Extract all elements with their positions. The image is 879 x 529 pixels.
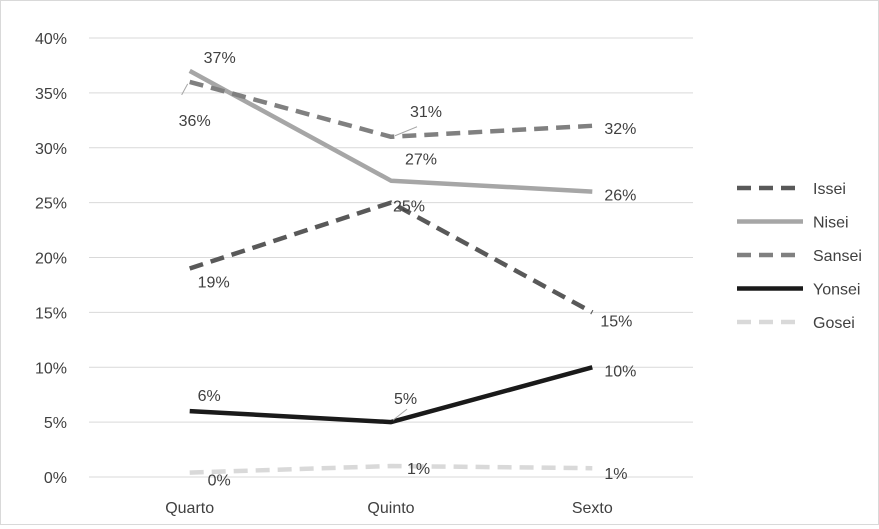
data-point-nisei [592, 191, 593, 192]
data-label-yonsei: 5% [394, 391, 417, 408]
data-label-sansei: 31% [410, 104, 442, 121]
data-point-issei [391, 202, 392, 203]
y-axis: 0% 5% 10% 15% 20% 25% 30% 35% 40% [35, 31, 67, 487]
series-line-issei [188, 200, 594, 315]
data-label-sansei: 32% [604, 121, 636, 138]
data-point-nisei [189, 70, 190, 71]
legend-item-gosei: Gosei [737, 315, 855, 332]
legend-item-issei: Issei [737, 181, 846, 198]
data-label-gosei: 1% [407, 461, 430, 478]
leader-line [394, 126, 418, 137]
y-tick-label: 40% [35, 31, 67, 48]
x-axis: Quarto Quinto Sexto [165, 500, 613, 517]
data-label-yonsei: 6% [198, 388, 221, 405]
data-label-nisei: 26% [604, 188, 636, 205]
leader-line [392, 408, 408, 421]
data-point-yonsei [592, 367, 593, 368]
data-label-sansei: 36% [179, 113, 211, 130]
legend-label-sansei: Sansei [813, 248, 862, 265]
data-labels: 19% 25% 15% 37% 27% 26% 36% 31% 32% 6% 5% 10% 0% 1% 1% [179, 50, 637, 490]
y-tick-label: 20% [35, 251, 67, 268]
legend-label-yonsei: Yonsei [813, 282, 860, 299]
data-label-issei: 25% [393, 199, 425, 216]
y-tick-label: 30% [35, 141, 67, 158]
y-tick-label: 35% [35, 86, 67, 103]
data-label-nisei: 37% [204, 50, 236, 67]
legend-item-yonsei: Yonsei [737, 282, 860, 299]
data-label-issei: 15% [600, 313, 632, 330]
series-line-gosei [189, 463, 593, 475]
series-lines [188, 68, 594, 475]
legend-label-gosei: Gosei [813, 315, 855, 332]
y-tick-label: 10% [35, 360, 67, 377]
data-label-nisei: 27% [405, 152, 437, 169]
data-point-issei [189, 268, 190, 269]
legend-item-sansei: Sansei [737, 248, 862, 265]
data-point-sansei [391, 136, 392, 137]
legend-label-issei: Issei [813, 181, 846, 198]
data-point-gosei [391, 466, 392, 467]
data-point-gosei [592, 468, 593, 469]
legend-label-nisei: Nisei [813, 215, 849, 232]
legend: Issei Nisei Sansei Yonsei Gosei [737, 181, 862, 332]
y-tick-label: 25% [35, 196, 67, 213]
data-point-yonsei [189, 411, 190, 412]
y-tick-label: 15% [35, 305, 67, 322]
x-tick-label: Sexto [572, 500, 613, 517]
y-tick-label: 0% [44, 470, 67, 487]
x-tick-label: Quinto [367, 500, 414, 517]
legend-item-nisei: Nisei [737, 215, 849, 232]
data-label-gosei: 1% [604, 466, 627, 483]
data-label-gosei: 0% [208, 473, 231, 490]
series-line-yonsei [189, 365, 593, 425]
data-label-issei: 19% [198, 274, 230, 291]
data-point-issei [592, 312, 593, 313]
series-line-nisei [188, 68, 593, 194]
x-tick-label: Quarto [165, 500, 214, 517]
data-point-sansei [189, 81, 190, 82]
series-line-sansei [189, 79, 593, 140]
data-point-sansei [592, 125, 593, 126]
data-point-yonsei [391, 422, 392, 423]
data-point-nisei [391, 180, 392, 181]
gridlines [89, 37, 693, 478]
y-tick-label: 5% [44, 415, 67, 432]
data-point-gosei [189, 472, 190, 473]
data-label-yonsei: 10% [604, 363, 636, 380]
leader-line [181, 83, 189, 96]
